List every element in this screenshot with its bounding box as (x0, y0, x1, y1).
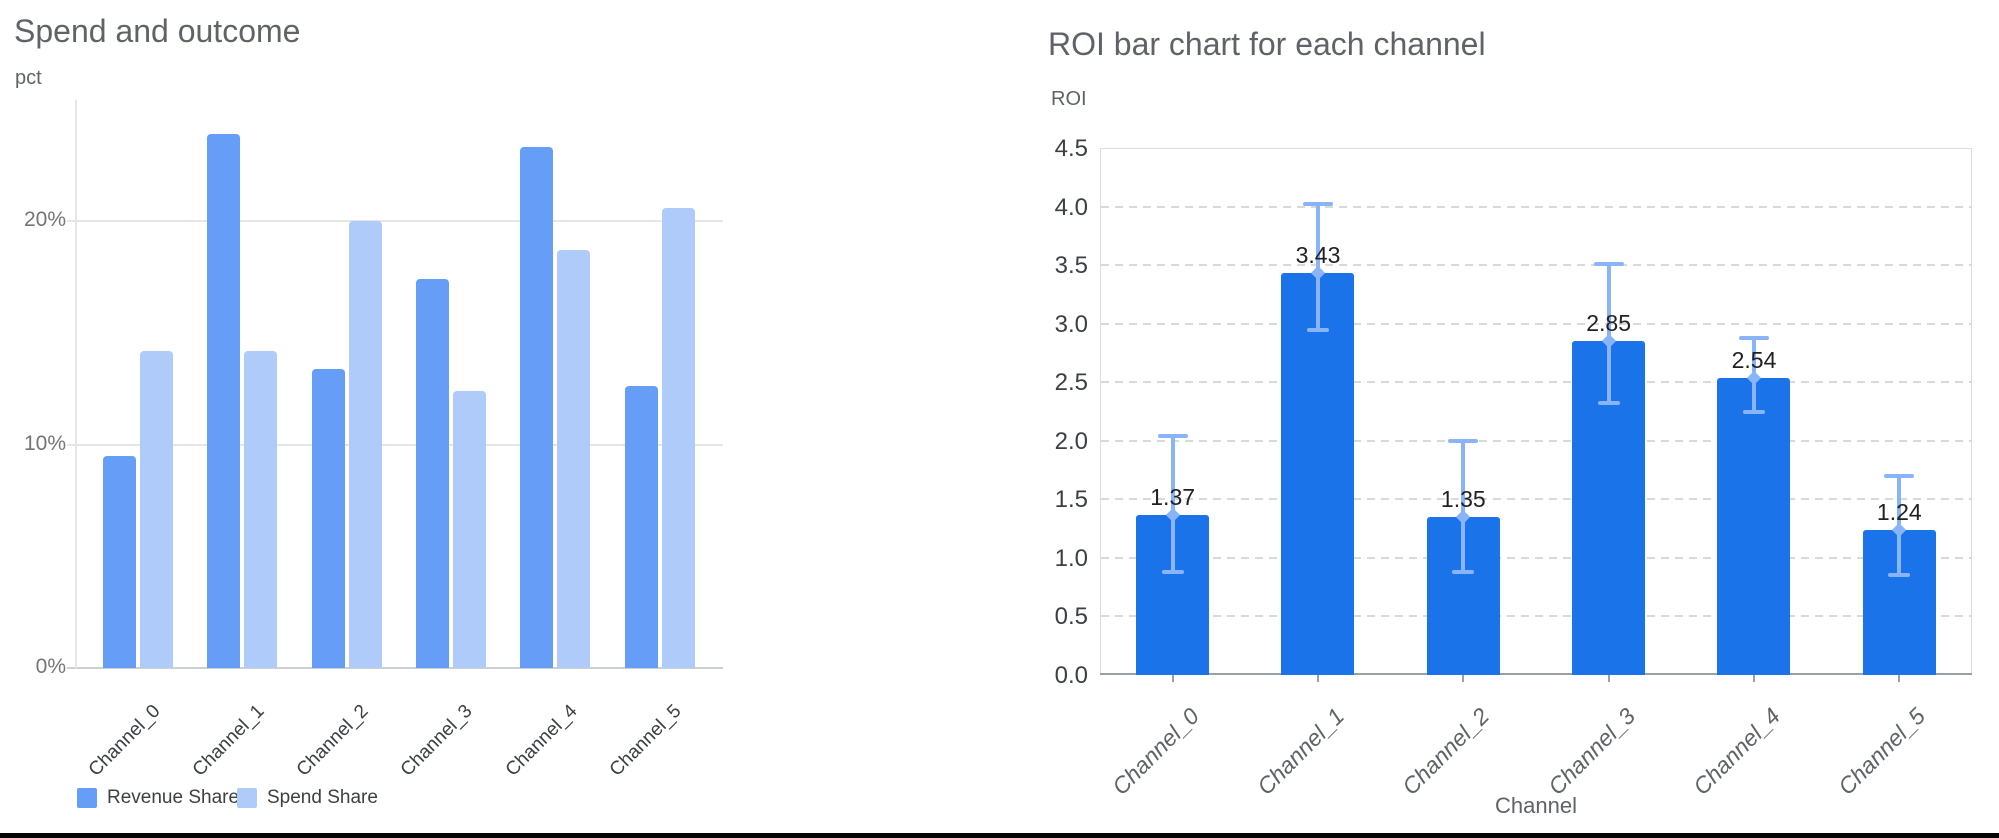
left-y-gridline (67, 667, 723, 669)
bar-revenue-channel_4 (520, 147, 554, 668)
right-plot-border (1100, 148, 1972, 675)
right-y-tick-label: 4.0 (1054, 193, 1088, 221)
right-x-tick-mark (1898, 675, 1901, 682)
bar-revenue-channel_1 (207, 133, 241, 668)
spend-share-legend-label: Spend Share (267, 786, 378, 808)
error-cap-bottom (1742, 409, 1765, 414)
bar-value-label: 1.24 (1876, 498, 1922, 525)
bar-value-label: 1.35 (1440, 485, 1486, 512)
right-y-gridline (1101, 439, 1971, 442)
bar-spend-channel_4 (557, 250, 591, 668)
right-y-tick-label: 3.5 (1054, 252, 1088, 280)
bar-value-label: 2.54 (1731, 346, 1777, 373)
right-x-tick-mark (1607, 675, 1610, 682)
error-cap-bottom (1306, 327, 1329, 332)
bottom-border-line (0, 833, 1999, 838)
error-cap-top (1302, 202, 1333, 207)
bar-revenue-channel_0 (103, 455, 136, 668)
left-y-tick-label: 10% (23, 431, 66, 455)
right-x-tick-mark (1171, 675, 1174, 682)
right-x-axis-line (1100, 673, 1972, 675)
left-y-axis-unit-label: pct (15, 67, 42, 89)
right-y-tick-label: 0.5 (1054, 603, 1088, 631)
legend-item-spend-share: Spend Share (237, 787, 378, 808)
right-y-gridline (1101, 615, 1971, 618)
revenue-share-swatch (77, 787, 97, 808)
bar-revenue-channel_5 (624, 386, 658, 668)
right-x-tick-mark (1316, 675, 1319, 682)
right-y-gridline (1101, 322, 1971, 325)
left-y-gridline (67, 443, 723, 446)
left-y-axis-line (75, 100, 77, 668)
right-y-gridline (1101, 498, 1971, 501)
revenue-share-legend-label: Revenue Share (107, 786, 240, 808)
error-cap-bottom (1597, 401, 1620, 406)
error-cap-top (1884, 473, 1915, 478)
error-cap-top (1593, 261, 1624, 266)
bar-spend-channel_3 (452, 390, 486, 668)
spend-share-swatch (237, 787, 257, 808)
left-y-tick-label: 0% (35, 655, 66, 678)
bar-spend-channel_2 (348, 221, 382, 668)
bar-revenue-channel_3 (415, 279, 449, 668)
error-whisker (1461, 440, 1466, 572)
right-chart-title: ROI bar chart for each channel (1048, 26, 1486, 62)
right-y-tick-label: 2.0 (1054, 427, 1088, 455)
error-whisker (1606, 263, 1611, 404)
left-y-gridline (67, 220, 723, 222)
right-y-tick-label: 2.5 (1054, 369, 1088, 397)
bar-spend-channel_1 (244, 350, 278, 668)
bar-value-label: 1.37 (1150, 483, 1196, 510)
roi-bar-channel_1 (1281, 273, 1355, 675)
left-x-category-label: Channel_5 (605, 700, 686, 781)
right-x-tick-mark (1752, 675, 1755, 682)
right-y-tick-label: 1.5 (1054, 486, 1088, 514)
error-cap-top (1738, 335, 1769, 340)
bar-value-label: 2.85 (1586, 310, 1632, 337)
right-y-gridline (1101, 556, 1971, 559)
error-whisker (1170, 436, 1175, 572)
bar-value-label: 3.43 (1295, 242, 1341, 269)
legend-item-revenue-share: Revenue Share (77, 787, 239, 808)
right-y-tick-label: 0.0 (1054, 662, 1088, 689)
error-cap-top (1448, 438, 1479, 443)
right-y-gridline (1101, 205, 1971, 208)
right-x-tick-mark (1462, 675, 1465, 682)
right-y-tick-label: 4.5 (1054, 135, 1088, 162)
right-y-tick-label: 1.0 (1054, 544, 1088, 572)
error-cap-bottom (1452, 569, 1475, 574)
right-y-gridline (1101, 264, 1971, 267)
right-y-gridline (1101, 381, 1971, 384)
right-x-axis-title: Channel (1495, 793, 1577, 818)
error-cap-top (1157, 434, 1188, 439)
right-y-tick-label: 3.0 (1054, 310, 1088, 338)
left-chart-title: Spend and outcome (14, 13, 301, 49)
error-cap-bottom (1888, 573, 1911, 578)
bar-revenue-channel_2 (311, 368, 345, 668)
right-y-axis-unit-label: ROI (1051, 88, 1087, 110)
bar-spend-channel_5 (661, 207, 695, 668)
left-y-tick-label: 20% (23, 208, 66, 231)
roi-bar-channel_4 (1717, 377, 1791, 675)
error-cap-bottom (1161, 569, 1184, 574)
bar-spend-channel_0 (140, 350, 173, 668)
